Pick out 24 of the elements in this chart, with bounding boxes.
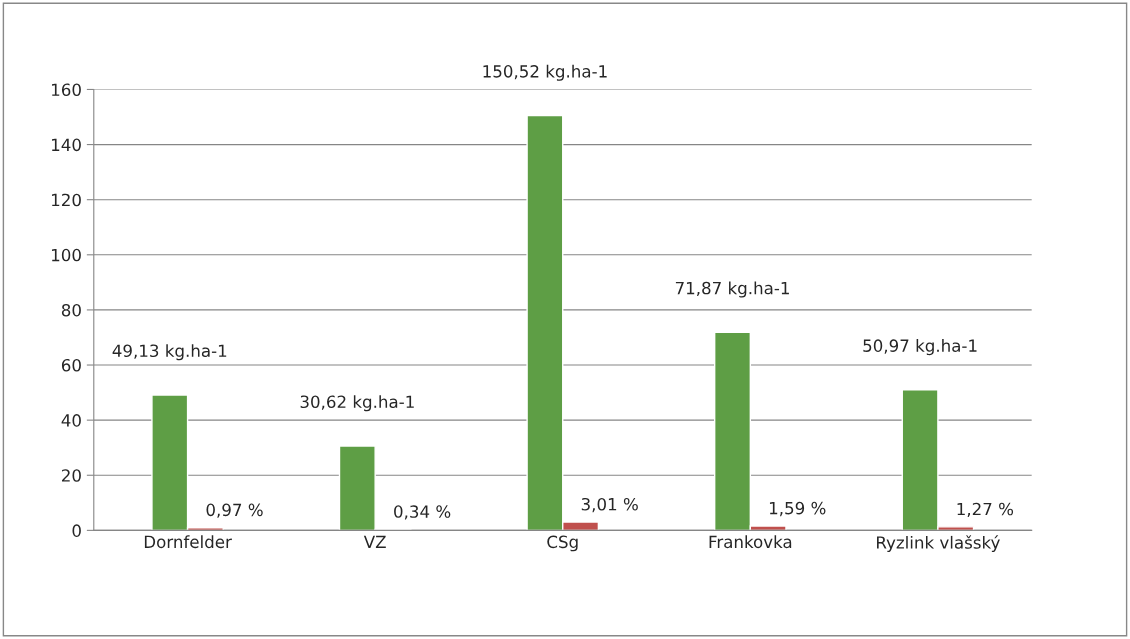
y-tick-label: 140 [52, 138, 81, 152]
data-label: 71,87 kg.ha-1 [675, 281, 789, 298]
x-tick-label: CSg [547, 535, 578, 552]
data-label: 49,13 kg.ha-1 [112, 344, 227, 361]
data-label: 30,62 kg.ha-1 [300, 395, 414, 412]
data-label: 0,97 % [206, 503, 263, 518]
data-label: 0,34 % [394, 505, 451, 520]
x-tick-label: Ryzlink vlašský [877, 535, 1000, 553]
y-tick-label: 160 [52, 83, 81, 97]
x-tick-label: Frankovka [709, 535, 792, 549]
y-tick-label: 100 [52, 248, 81, 262]
x-tick-label: VZ [363, 535, 386, 548]
y-tick-label: 40 [61, 414, 81, 427]
data-label: 150,52 kg.ha-1 [483, 64, 607, 81]
y-tick-label: 80 [61, 303, 81, 317]
y-tick-label: 20 [62, 469, 81, 482]
y-tick-label: 60 [61, 358, 81, 372]
data-label: 1,59 % [769, 501, 826, 517]
data-label: 1,27 % [957, 502, 1014, 518]
data-label: 3,01 % [581, 497, 638, 513]
x-tick-label: Dornfelder [144, 535, 232, 549]
y-tick-label: 120 [52, 193, 81, 207]
data-label: 50,97 kg.ha-1 [863, 339, 977, 356]
y-tick-label: 0 [72, 524, 81, 537]
